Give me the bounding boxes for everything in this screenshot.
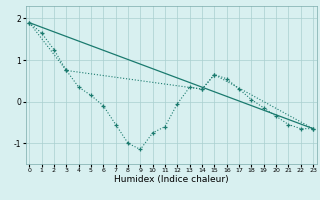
X-axis label: Humidex (Indice chaleur): Humidex (Indice chaleur) <box>114 175 228 184</box>
